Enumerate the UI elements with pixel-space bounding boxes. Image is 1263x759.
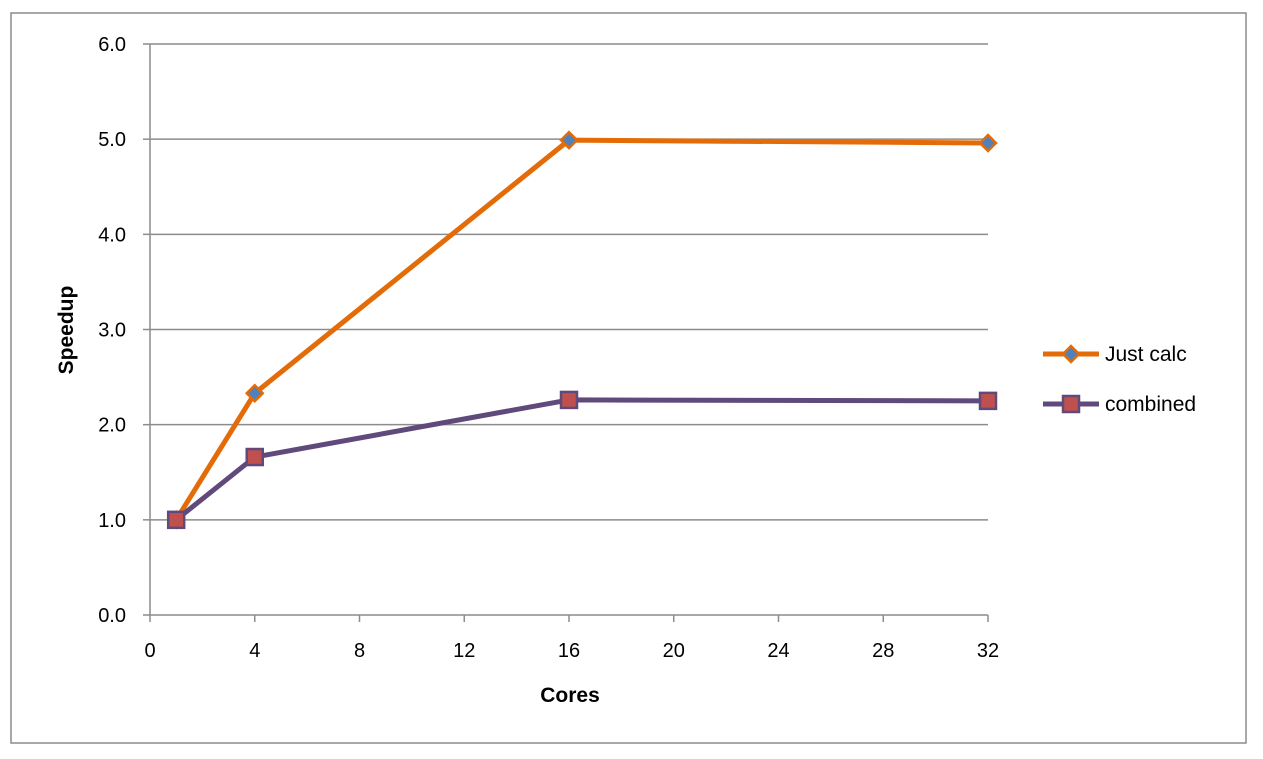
legend-label: combined [1105, 393, 1196, 416]
data-point [978, 133, 998, 153]
y-axis-title: Speedup [55, 286, 78, 375]
legend-label: Just calc [1105, 343, 1187, 366]
x-tick-label: 32 [977, 640, 999, 662]
x-tick-label: 20 [663, 640, 685, 662]
data-point [244, 383, 265, 404]
data-point [559, 390, 579, 410]
y-tick-label: 3.0 [98, 320, 126, 342]
data-point [166, 510, 186, 530]
data-point [559, 130, 579, 150]
legend-item: combined [1043, 393, 1196, 416]
series-line [173, 397, 991, 523]
axes [143, 43, 989, 622]
y-tick-label: 4.0 [98, 224, 126, 246]
x-tick-label: 16 [558, 640, 580, 662]
data-point [245, 447, 264, 467]
x-tick-label: 4 [249, 640, 260, 662]
y-tick-label: 0.0 [98, 605, 126, 627]
series-line [173, 137, 991, 523]
x-tick-label: 24 [767, 640, 789, 662]
legend-swatch-marker [1061, 344, 1081, 364]
chart-border [10, 12, 1247, 744]
legend-swatch-marker [1061, 394, 1081, 414]
tick-labels: 0.0 1.0 2.0 3.0 4.0 5.0 6.0 0 4 8 12 16 20 24 28 32 [98, 34, 999, 662]
x-tick-label: 0 [144, 640, 155, 662]
series-1 [166, 390, 998, 530]
x-tick-label: 28 [872, 640, 894, 662]
x-axis-title: Cores [540, 684, 600, 707]
legend-item: Just calc [1043, 343, 1187, 366]
x-tick-label: 8 [354, 640, 365, 662]
y-tick-label: 1.0 [98, 510, 126, 532]
y-tick-label: 2.0 [98, 415, 126, 437]
series-layer [166, 130, 998, 530]
legend: Just calc combined [1043, 343, 1196, 416]
y-tick-label: 5.0 [98, 129, 126, 151]
x-tick-label: 12 [453, 640, 475, 662]
y-tick-label: 6.0 [98, 34, 126, 56]
data-point [978, 391, 998, 411]
